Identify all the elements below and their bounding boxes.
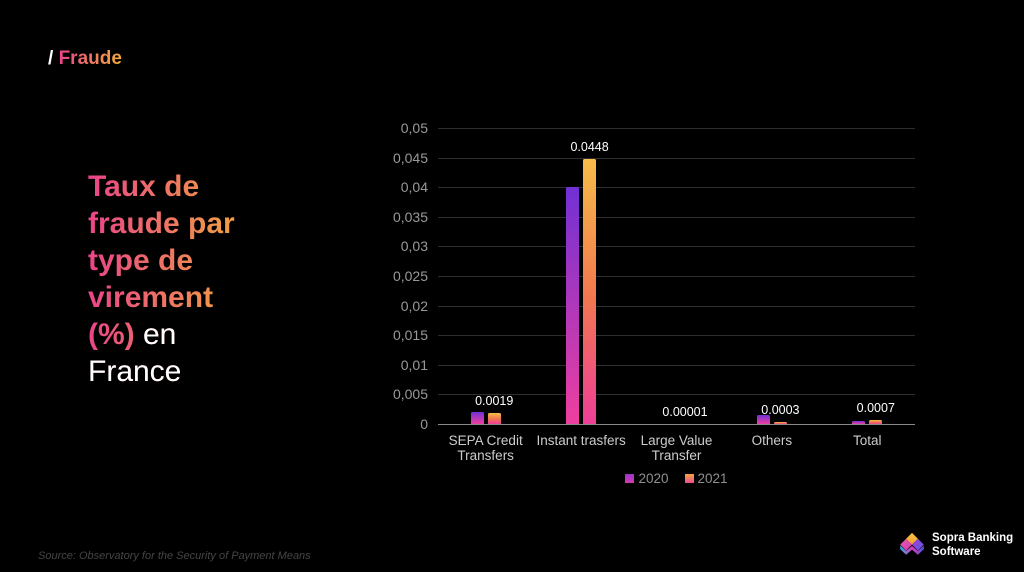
y-tick-label: 0,02 bbox=[400, 297, 428, 314]
sopra-diamond-icon bbox=[900, 532, 924, 555]
y-tick-label: 0,015 bbox=[392, 327, 428, 344]
legend-item-2021: 2021 bbox=[684, 471, 728, 486]
y-tick-label: 0,05 bbox=[400, 120, 428, 136]
breadcrumb-slash: / bbox=[48, 48, 54, 69]
legend-swatch-2020 bbox=[625, 474, 635, 483]
y-tick-label: 0,035 bbox=[392, 208, 428, 225]
bar-value-label: 0.00001 bbox=[662, 404, 708, 419]
bar-value-label: 0.0448 bbox=[570, 139, 609, 154]
gridline bbox=[438, 246, 915, 248]
source-note: Source: Observatory for the Security of … bbox=[38, 550, 311, 562]
gridline bbox=[438, 305, 915, 307]
legend-swatch-2021 bbox=[684, 474, 694, 483]
bar-2021-4 bbox=[869, 419, 883, 424]
gridline bbox=[438, 276, 915, 277]
y-tick-label: 0,04 bbox=[400, 179, 428, 196]
bar-value-label: 0.0019 bbox=[475, 393, 514, 408]
y-tick-label: 0 bbox=[420, 416, 428, 432]
company-logo-text: Sopra Banking Software bbox=[932, 532, 1013, 559]
legend-label: 2020 bbox=[638, 471, 669, 486]
company-logo-line1: Sopra Banking bbox=[932, 532, 1014, 544]
page-title-plain-part: en France bbox=[88, 318, 182, 388]
breadcrumb-label: Fraude bbox=[58, 48, 122, 69]
category-label: Total bbox=[853, 433, 882, 448]
legend-item-2020: 2020 bbox=[625, 471, 669, 486]
page-title: Taux de fraude par type de virement (%) … bbox=[88, 168, 252, 390]
chart-legend: 2020 2021 bbox=[438, 471, 915, 486]
category-label: SEPA Credit Transfers bbox=[448, 433, 523, 463]
bar-value-label: 0.0003 bbox=[761, 403, 800, 418]
bar-2020-1 bbox=[566, 187, 580, 424]
company-logo-line2: Software bbox=[932, 545, 981, 558]
company-logo: Sopra Banking Software bbox=[900, 532, 1013, 559]
bar-2020-0 bbox=[470, 411, 484, 424]
y-tick-label: 0,005 bbox=[392, 386, 428, 403]
gridline bbox=[438, 157, 915, 159]
bar-2020-3 bbox=[756, 414, 770, 424]
y-tick-label: 0,03 bbox=[400, 238, 428, 255]
gridline bbox=[438, 335, 915, 337]
y-tick-label: 0,045 bbox=[392, 149, 428, 166]
bar-2020-4 bbox=[852, 421, 866, 424]
category-label: Instant trasfers bbox=[536, 433, 626, 448]
plot-area: 0.0019 0.0448 0.00001 0.0003 0.0007 bbox=[438, 128, 915, 425]
bar-value-label: 0.0007 bbox=[856, 400, 895, 415]
x-axis-labels: SEPA Credit Transfers Instant trasfers Lar… bbox=[438, 433, 915, 473]
gridline bbox=[438, 394, 915, 396]
y-axis-labels: 0,05 0,045 0,04 0,035 0,03 0,025 0,02 0,015 0,01… bbox=[352, 0, 428, 572]
gridline bbox=[438, 216, 915, 218]
y-tick-label: 0,01 bbox=[400, 356, 428, 373]
breadcrumb: / Fraude bbox=[48, 48, 122, 70]
bar-2021-0 bbox=[487, 412, 501, 424]
bar-2021-3 bbox=[773, 422, 787, 424]
category-label: Others bbox=[751, 433, 793, 448]
gridline bbox=[438, 128, 915, 129]
y-tick-label: 0,025 bbox=[392, 268, 428, 284]
gridline bbox=[438, 187, 915, 189]
category-label: Large Value Transfer bbox=[640, 433, 713, 463]
legend-label: 2021 bbox=[697, 471, 728, 486]
gridline bbox=[438, 364, 915, 366]
bar-2021-1 bbox=[583, 158, 597, 424]
